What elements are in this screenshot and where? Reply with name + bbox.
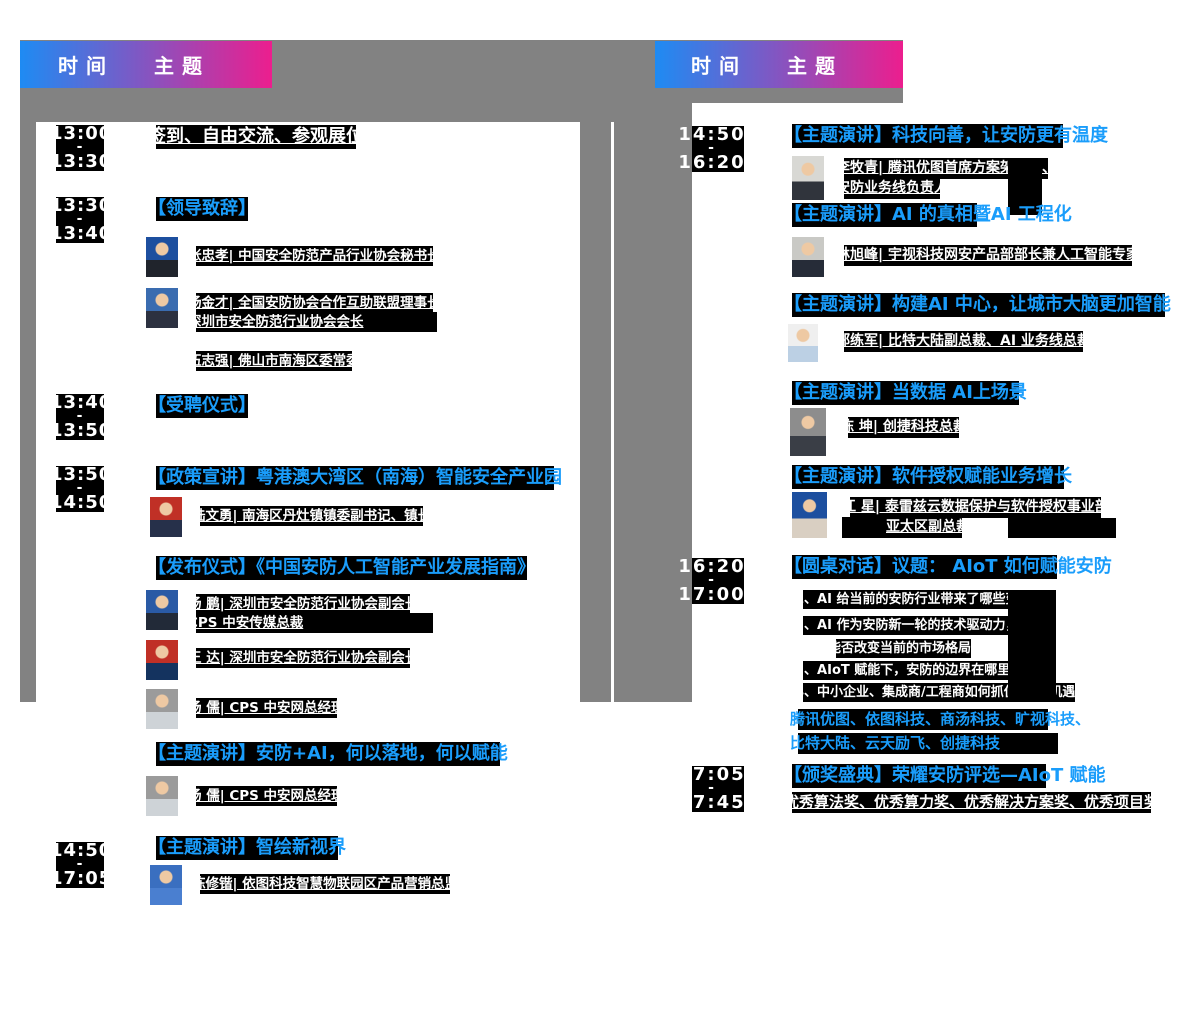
speaker-line: 亚太区副总裁 bbox=[842, 517, 970, 538]
topic-column-header: 主题 bbox=[154, 54, 210, 78]
speaker-line: 林旭峰| 宇视科技网安产品部部长兼人工智能专家 bbox=[836, 245, 1140, 266]
speaker-line: 杨金才| 全国安防协会合作互助联盟理事长 bbox=[188, 293, 441, 313]
session-time: 14:50-17:05 bbox=[50, 840, 113, 889]
highlight-block bbox=[1008, 590, 1056, 702]
panel-question: 能否改变当前的市场格局? bbox=[828, 639, 979, 658]
session-title: 【主题演讲】安防+AI，何以落地，何以赋能 bbox=[148, 742, 508, 766]
speaker-photo bbox=[792, 492, 827, 538]
session-time: 13:40-13:50 bbox=[50, 392, 113, 441]
speaker-photo bbox=[146, 590, 178, 630]
session-time: 13:30-13:40 bbox=[50, 195, 113, 244]
speaker-line: 郑练军| 比特大陆副总裁、AI 业务线总裁 bbox=[836, 331, 1091, 352]
speaker-photo bbox=[792, 156, 824, 200]
speaker-photo bbox=[788, 324, 818, 362]
session-title: 【颁奖盛典】荣耀安防评选—AIoT 赋能 bbox=[784, 764, 1106, 788]
speaker-line: 杨 儒| CPS 中安网总经理 bbox=[188, 698, 345, 718]
left-header-bar: 时间 主题 bbox=[20, 41, 272, 88]
talk-title: 【主题演讲】当数据 AI上场景 bbox=[784, 381, 1027, 405]
time-column-header: 时间 bbox=[691, 54, 747, 78]
speaker-photo bbox=[150, 497, 182, 537]
highlight-block bbox=[1008, 158, 1042, 215]
session-time: 16:20-17:00 bbox=[678, 556, 746, 605]
session-title: 【主题演讲】智绘新视界 bbox=[148, 836, 346, 860]
session-title: 【发布仪式】《中国安防人工智能产业发展指南》 bbox=[148, 556, 535, 580]
speaker-line: 陈 坤| 创捷科技总裁 bbox=[840, 417, 967, 438]
panel-participants: 比特大陆、云天励飞、创捷科技 bbox=[790, 733, 1059, 754]
left-card bbox=[36, 122, 580, 930]
session-title: 【圆桌对话】议题： AIoT 如何赋能安防 bbox=[784, 555, 1112, 579]
highlight-block bbox=[1008, 518, 1116, 538]
session-time: 13:00-13:30 bbox=[50, 123, 113, 172]
talk-title: 【主题演讲】科技向善，让安防更有温度 bbox=[784, 124, 1108, 148]
session-time: 14:50-16:20 bbox=[678, 124, 746, 173]
session-time: 17:05-17:45 bbox=[678, 764, 746, 813]
right-card-top bbox=[903, 40, 1176, 110]
speaker-line: 伍志强| 佛山市南海区委常委 bbox=[188, 351, 360, 371]
agenda-item: 签到、自由交流、参观展位 bbox=[148, 125, 364, 149]
session-title: 【领导致辞】 bbox=[148, 197, 256, 221]
topic-column-header: 主题 bbox=[787, 54, 843, 78]
time-column-header: 时间 bbox=[58, 54, 114, 78]
speaker-photo bbox=[146, 640, 178, 680]
speaker-line: 王 达| 深圳市安全防范行业协会副会长 bbox=[188, 648, 419, 668]
panel-question: 1、AI 给当前的安防行业带来了哪些变化? bbox=[795, 590, 1040, 609]
speaker-line: CPS 中安传媒总裁 bbox=[188, 613, 434, 633]
speaker-line: 陈修锴| 依图科技智慧物联园区产品营销总监 bbox=[192, 874, 459, 894]
speaker-photo bbox=[792, 237, 824, 277]
column-divider bbox=[611, 122, 614, 702]
right-header-bar: 时间 主题 bbox=[655, 41, 903, 88]
talk-title: 【主题演讲】AI 的真相暨AI 工程化 bbox=[784, 203, 1072, 227]
session-title: 【受聘仪式】 bbox=[148, 394, 256, 418]
speaker-photo bbox=[150, 865, 182, 905]
speaker-photo bbox=[146, 776, 178, 816]
speaker-photo bbox=[146, 288, 178, 328]
speaker-line: 李牧青| 腾讯优图首席方案架构师、 bbox=[836, 158, 1056, 179]
speaker-line: 张忠孝| 中国安全防范产品行业协会秘书长 bbox=[188, 246, 441, 266]
session-title: 【政策宣讲】粤港澳大湾区（南海）智能安全产业园 bbox=[148, 466, 562, 490]
awards-line: 优秀算法奖、优秀算力奖、优秀解决方案奖、优秀项目奖 bbox=[784, 792, 1160, 813]
speaker-photo bbox=[790, 408, 826, 456]
talk-title: 【主题演讲】软件授权赋能业务增长 bbox=[784, 465, 1072, 489]
speaker-line: 江 星| 泰雷兹云数据保护与软件授权事业部 bbox=[842, 497, 1109, 518]
session-time: 13:50-14:50 bbox=[50, 464, 113, 513]
speaker-line: 杨 儒| CPS 中安网总经理 bbox=[188, 786, 345, 806]
talk-title: 【主题演讲】构建AI 中心，让城市大脑更加智能 bbox=[784, 293, 1171, 317]
speaker-line: 深圳市安全防范行业协会会长 bbox=[188, 312, 437, 332]
speaker-line: 杨 鹏| 深圳市安全防范行业协会副会长 bbox=[188, 594, 419, 614]
panel-question: 2、AI 作为安防新一轮的技术驱动力， bbox=[795, 616, 1019, 635]
speaker-photo bbox=[146, 237, 178, 277]
speaker-line: 陆文勇| 南海区丹灶镇镇委副书记、镇长 bbox=[192, 506, 432, 526]
panel-participants: 腾讯优图、依图科技、商汤科技、旷视科技、 bbox=[790, 709, 1091, 730]
speaker-photo bbox=[146, 689, 178, 729]
speaker-line: 安防业务线负责人 bbox=[836, 178, 948, 199]
panel-question: 3、AIoT 赋能下，安防的边界在哪里? bbox=[795, 661, 1023, 680]
